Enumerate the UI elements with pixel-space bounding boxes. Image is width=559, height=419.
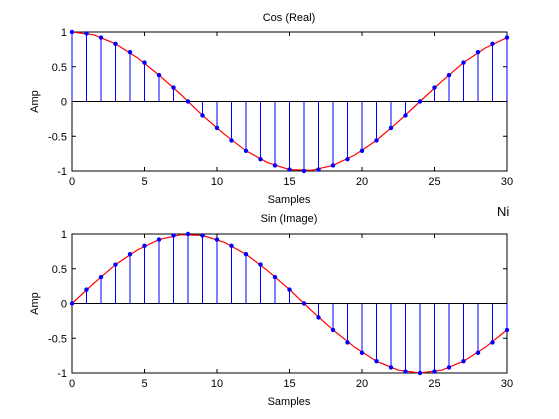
cos-point xyxy=(461,60,466,65)
cos-chart-title: Cos (Real) xyxy=(263,12,316,24)
sin-point xyxy=(287,287,292,292)
sin-image-panel: Sin (Image) Samples Amp 0 5 10 15 20 25 30-1-0… xyxy=(29,213,513,408)
sin-point xyxy=(98,274,104,280)
cos-point xyxy=(504,35,510,40)
sin-point xyxy=(388,365,394,370)
cos-x-tick-label: 20 xyxy=(356,176,368,188)
sin-point xyxy=(258,262,263,267)
cos-point xyxy=(316,167,321,172)
cos-point xyxy=(171,85,176,90)
cos-point xyxy=(229,138,234,143)
cos-point xyxy=(84,31,89,36)
cos-point xyxy=(127,49,133,55)
sin-x-tick-label: 5 xyxy=(141,378,147,390)
cos-point xyxy=(142,60,147,65)
cos-x-tick-label: 15 xyxy=(283,176,295,188)
sin-y-tick-label: -1 xyxy=(57,368,67,380)
sin-y-tick-label: 0.5 xyxy=(52,264,67,276)
cos-x-tick-label: 0 xyxy=(69,176,75,188)
sin-point xyxy=(490,340,495,345)
sin-point xyxy=(229,243,234,249)
cos-point xyxy=(388,125,394,131)
cos-point xyxy=(374,138,379,143)
sin-x-tick-label: 0 xyxy=(69,378,75,390)
sin-point xyxy=(475,350,481,356)
sin-point xyxy=(359,350,365,356)
sin-x-axis-label: Samples xyxy=(268,396,311,408)
cos-point xyxy=(243,148,249,154)
sin-point xyxy=(84,287,89,292)
cos-y-tick-label: 0 xyxy=(61,97,67,109)
sin-point xyxy=(214,237,220,242)
sin-point xyxy=(403,369,408,374)
sin-point xyxy=(156,237,162,242)
cos-point xyxy=(113,41,118,47)
cos-point xyxy=(258,156,263,162)
sin-point xyxy=(432,369,437,374)
cos-point xyxy=(98,35,104,40)
cos-point xyxy=(475,49,481,55)
sin-point xyxy=(69,301,75,306)
sin-point xyxy=(142,243,147,249)
sin-point xyxy=(446,365,452,370)
cos-point xyxy=(345,156,350,162)
cos-y-tick-label: -0.5 xyxy=(48,131,67,143)
cos-y-tick-label: -1 xyxy=(57,166,67,178)
cos-x-axis-label: Samples xyxy=(268,194,311,206)
sin-point xyxy=(127,251,133,257)
cos-point xyxy=(156,72,162,78)
sin-chart-title: Sin (Image) xyxy=(261,213,318,225)
sin-x-tick-label: 10 xyxy=(211,378,223,390)
cos-point xyxy=(432,85,437,90)
cos-point xyxy=(301,168,307,174)
cos-point xyxy=(69,29,75,35)
cos-point xyxy=(490,41,495,47)
cos-real-panel: Cos (Real) Samples Amp 0 5 10 15 20 25 30-1-0.… xyxy=(29,12,513,206)
sin-point xyxy=(113,262,118,267)
cos-point xyxy=(330,163,336,168)
cos-point xyxy=(200,113,205,118)
sin-x-tick-label: 30 xyxy=(501,378,513,390)
cos-x-tick-label: 30 xyxy=(501,176,513,188)
cos-y-axis-label: Amp xyxy=(29,90,41,113)
sin-y-tick-label: -0.5 xyxy=(48,333,67,345)
sin-x-tick-label: 20 xyxy=(356,378,368,390)
cos-point xyxy=(403,113,408,118)
sin-point xyxy=(301,301,307,306)
cos-point xyxy=(287,167,292,172)
sin-point xyxy=(171,233,176,238)
sin-point xyxy=(272,274,278,280)
cos-y-tick-label: 1 xyxy=(61,27,67,39)
figure-note: Ni xyxy=(497,204,509,219)
cos-point xyxy=(417,99,423,104)
sin-point xyxy=(417,370,423,376)
sin-point xyxy=(504,327,510,333)
sin-point xyxy=(316,315,321,320)
sin-point xyxy=(330,327,336,333)
cos-point xyxy=(446,72,452,78)
sin-point xyxy=(243,251,249,257)
cos-x-tick-label: 10 xyxy=(211,176,223,188)
sin-y-tick-label: 0 xyxy=(61,299,67,311)
cos-x-tick-label: 25 xyxy=(428,176,440,188)
cos-y-tick-label: 0.5 xyxy=(52,62,67,74)
sin-point xyxy=(374,358,379,364)
sin-point xyxy=(345,340,350,345)
cos-point xyxy=(359,148,365,154)
sin-point xyxy=(185,231,191,237)
sin-point xyxy=(461,358,466,364)
cos-x-tick-label: 5 xyxy=(141,176,147,188)
sin-y-axis-label: Amp xyxy=(29,292,41,315)
cos-point xyxy=(185,99,191,104)
sin-point xyxy=(200,233,205,238)
sin-x-tick-label: 25 xyxy=(428,378,440,390)
cos-point xyxy=(272,163,278,168)
cos-point xyxy=(214,125,220,131)
sin-x-tick-label: 15 xyxy=(283,378,295,390)
sin-y-tick-label: 1 xyxy=(61,229,67,241)
